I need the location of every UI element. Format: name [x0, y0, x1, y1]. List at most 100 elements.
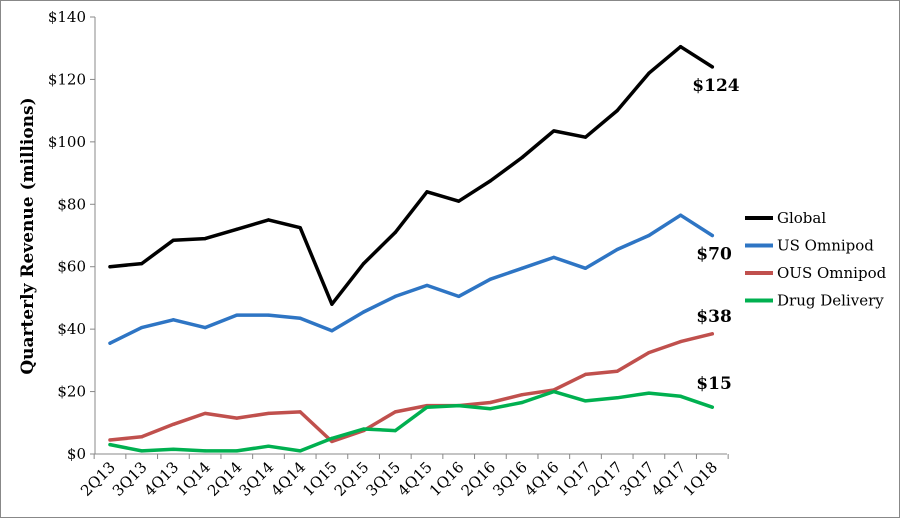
data-point-global: [647, 71, 651, 75]
data-point-global: [140, 261, 144, 266]
series-line-ous-omnipod: [108, 332, 715, 444]
data-point-us-omnipod: [647, 233, 651, 238]
data-point-us-omnipod: [203, 325, 207, 330]
data-point-ous-omnipod: [330, 439, 334, 444]
data-point-ous-omnipod: [615, 369, 619, 373]
data-point-drug-delivery: [552, 389, 556, 394]
data-point-global: [362, 261, 366, 266]
data-point-us-omnipod: [266, 313, 271, 317]
data-point-us-omnipod: [235, 313, 239, 317]
data-point-ous-omnipod: [171, 422, 175, 426]
y-tick-label: $0: [67, 445, 86, 463]
data-point-us-omnipod: [679, 213, 683, 217]
data-point-global: [679, 45, 683, 49]
data-point-drug-delivery: [171, 447, 175, 451]
data-point-us-omnipod: [425, 283, 429, 288]
data-point-us-omnipod: [298, 316, 302, 320]
y-tick-label: $60: [57, 258, 86, 276]
data-point-us-omnipod: [171, 318, 175, 322]
data-point-global: [552, 129, 556, 133]
legend-item-us-omnipod: US Omnipod: [745, 237, 874, 255]
y-tick-label: $40: [57, 320, 86, 338]
data-point-us-omnipod: [488, 277, 492, 281]
end-label-global: $124: [692, 76, 739, 96]
data-point-ous-omnipod: [203, 411, 207, 416]
data-point-drug-delivery: [108, 443, 112, 447]
data-point-ous-omnipod: [140, 435, 144, 439]
data-point-drug-delivery: [362, 427, 366, 431]
data-point-drug-delivery: [140, 449, 144, 453]
data-point-us-omnipod: [393, 294, 397, 298]
series-line-us-omnipod: [108, 213, 715, 345]
data-point-global: [488, 179, 492, 183]
legend-label-ous-omnipod: OUS Omnipod: [777, 264, 887, 282]
data-point-global: [171, 238, 175, 242]
data-point-drug-delivery: [520, 400, 524, 405]
data-point-global: [393, 230, 397, 234]
end-labels: $124 $70 $38 $15: [692, 76, 739, 394]
data-point-global: [203, 237, 207, 241]
data-point-drug-delivery: [457, 404, 461, 408]
data-point-us-omnipod: [140, 325, 144, 330]
y-tick-label: $20: [57, 383, 86, 401]
data-point-us-omnipod: [552, 255, 556, 259]
series-line-drug-delivery: [108, 389, 715, 453]
legend-label-global: Global: [777, 209, 826, 227]
data-point-drug-delivery: [203, 449, 207, 453]
y-tick-label: $140: [48, 8, 86, 26]
y-tick-label: $80: [57, 195, 86, 213]
data-point-us-omnipod: [362, 310, 366, 314]
legend-label-drug-delivery: Drug Delivery: [777, 292, 884, 310]
data-point-ous-omnipod: [710, 332, 714, 336]
legend-label-us-omnipod: US Omnipod: [777, 237, 874, 255]
data-point-ous-omnipod: [488, 400, 492, 405]
data-point-global: [235, 227, 239, 231]
data-point-drug-delivery: [488, 407, 492, 411]
data-point-global: [425, 190, 429, 194]
y-tick-label: $100: [48, 133, 86, 151]
data-point-drug-delivery: [266, 444, 271, 448]
data-point-us-omnipod: [615, 247, 619, 252]
y-axis-title: Quarterly Revenue (millions): [18, 97, 38, 374]
data-point-ous-omnipod: [520, 393, 524, 397]
data-point-global: [266, 218, 271, 222]
data-point-drug-delivery: [393, 428, 397, 433]
data-point-us-omnipod: [330, 329, 334, 333]
data-point-us-omnipod: [108, 341, 112, 345]
legend: Global US Omnipod OUS Omnipod Drug Delivery: [745, 209, 887, 310]
data-point-ous-omnipod: [298, 410, 302, 414]
end-label-us-omnipod: $70: [696, 245, 732, 265]
data-point-ous-omnipod: [393, 410, 397, 414]
data-point-ous-omnipod: [266, 411, 271, 416]
y-tick-label: $120: [48, 70, 86, 88]
legend-item-global: Global: [745, 209, 826, 227]
data-point-ous-omnipod: [679, 340, 683, 344]
data-point-global: [520, 155, 524, 160]
data-point-global: [583, 135, 588, 139]
data-point-drug-delivery: [298, 449, 302, 453]
data-point-drug-delivery: [679, 394, 683, 398]
data-point-us-omnipod: [457, 294, 461, 298]
data-point-drug-delivery: [330, 436, 334, 440]
data-point-ous-omnipod: [108, 438, 112, 442]
data-point-global: [615, 109, 619, 113]
end-label-drug-delivery: $15: [696, 374, 732, 394]
data-point-global: [457, 199, 461, 203]
data-point-us-omnipod: [583, 266, 588, 270]
data-point-global: [298, 226, 302, 230]
data-point-global: [330, 302, 334, 306]
data-point-ous-omnipod: [583, 372, 588, 377]
data-point-drug-delivery: [583, 399, 588, 403]
data-point-drug-delivery: [710, 405, 714, 409]
data-point-global: [108, 265, 112, 269]
legend-item-ous-omnipod: OUS Omnipod: [745, 264, 887, 282]
data-point-drug-delivery: [647, 391, 651, 395]
data-point-global: [710, 65, 714, 69]
data-point-drug-delivery: [615, 396, 619, 400]
data-point-ous-omnipod: [235, 416, 239, 420]
end-label-ous-omnipod: $38: [696, 307, 732, 327]
data-point-drug-delivery: [235, 449, 239, 453]
